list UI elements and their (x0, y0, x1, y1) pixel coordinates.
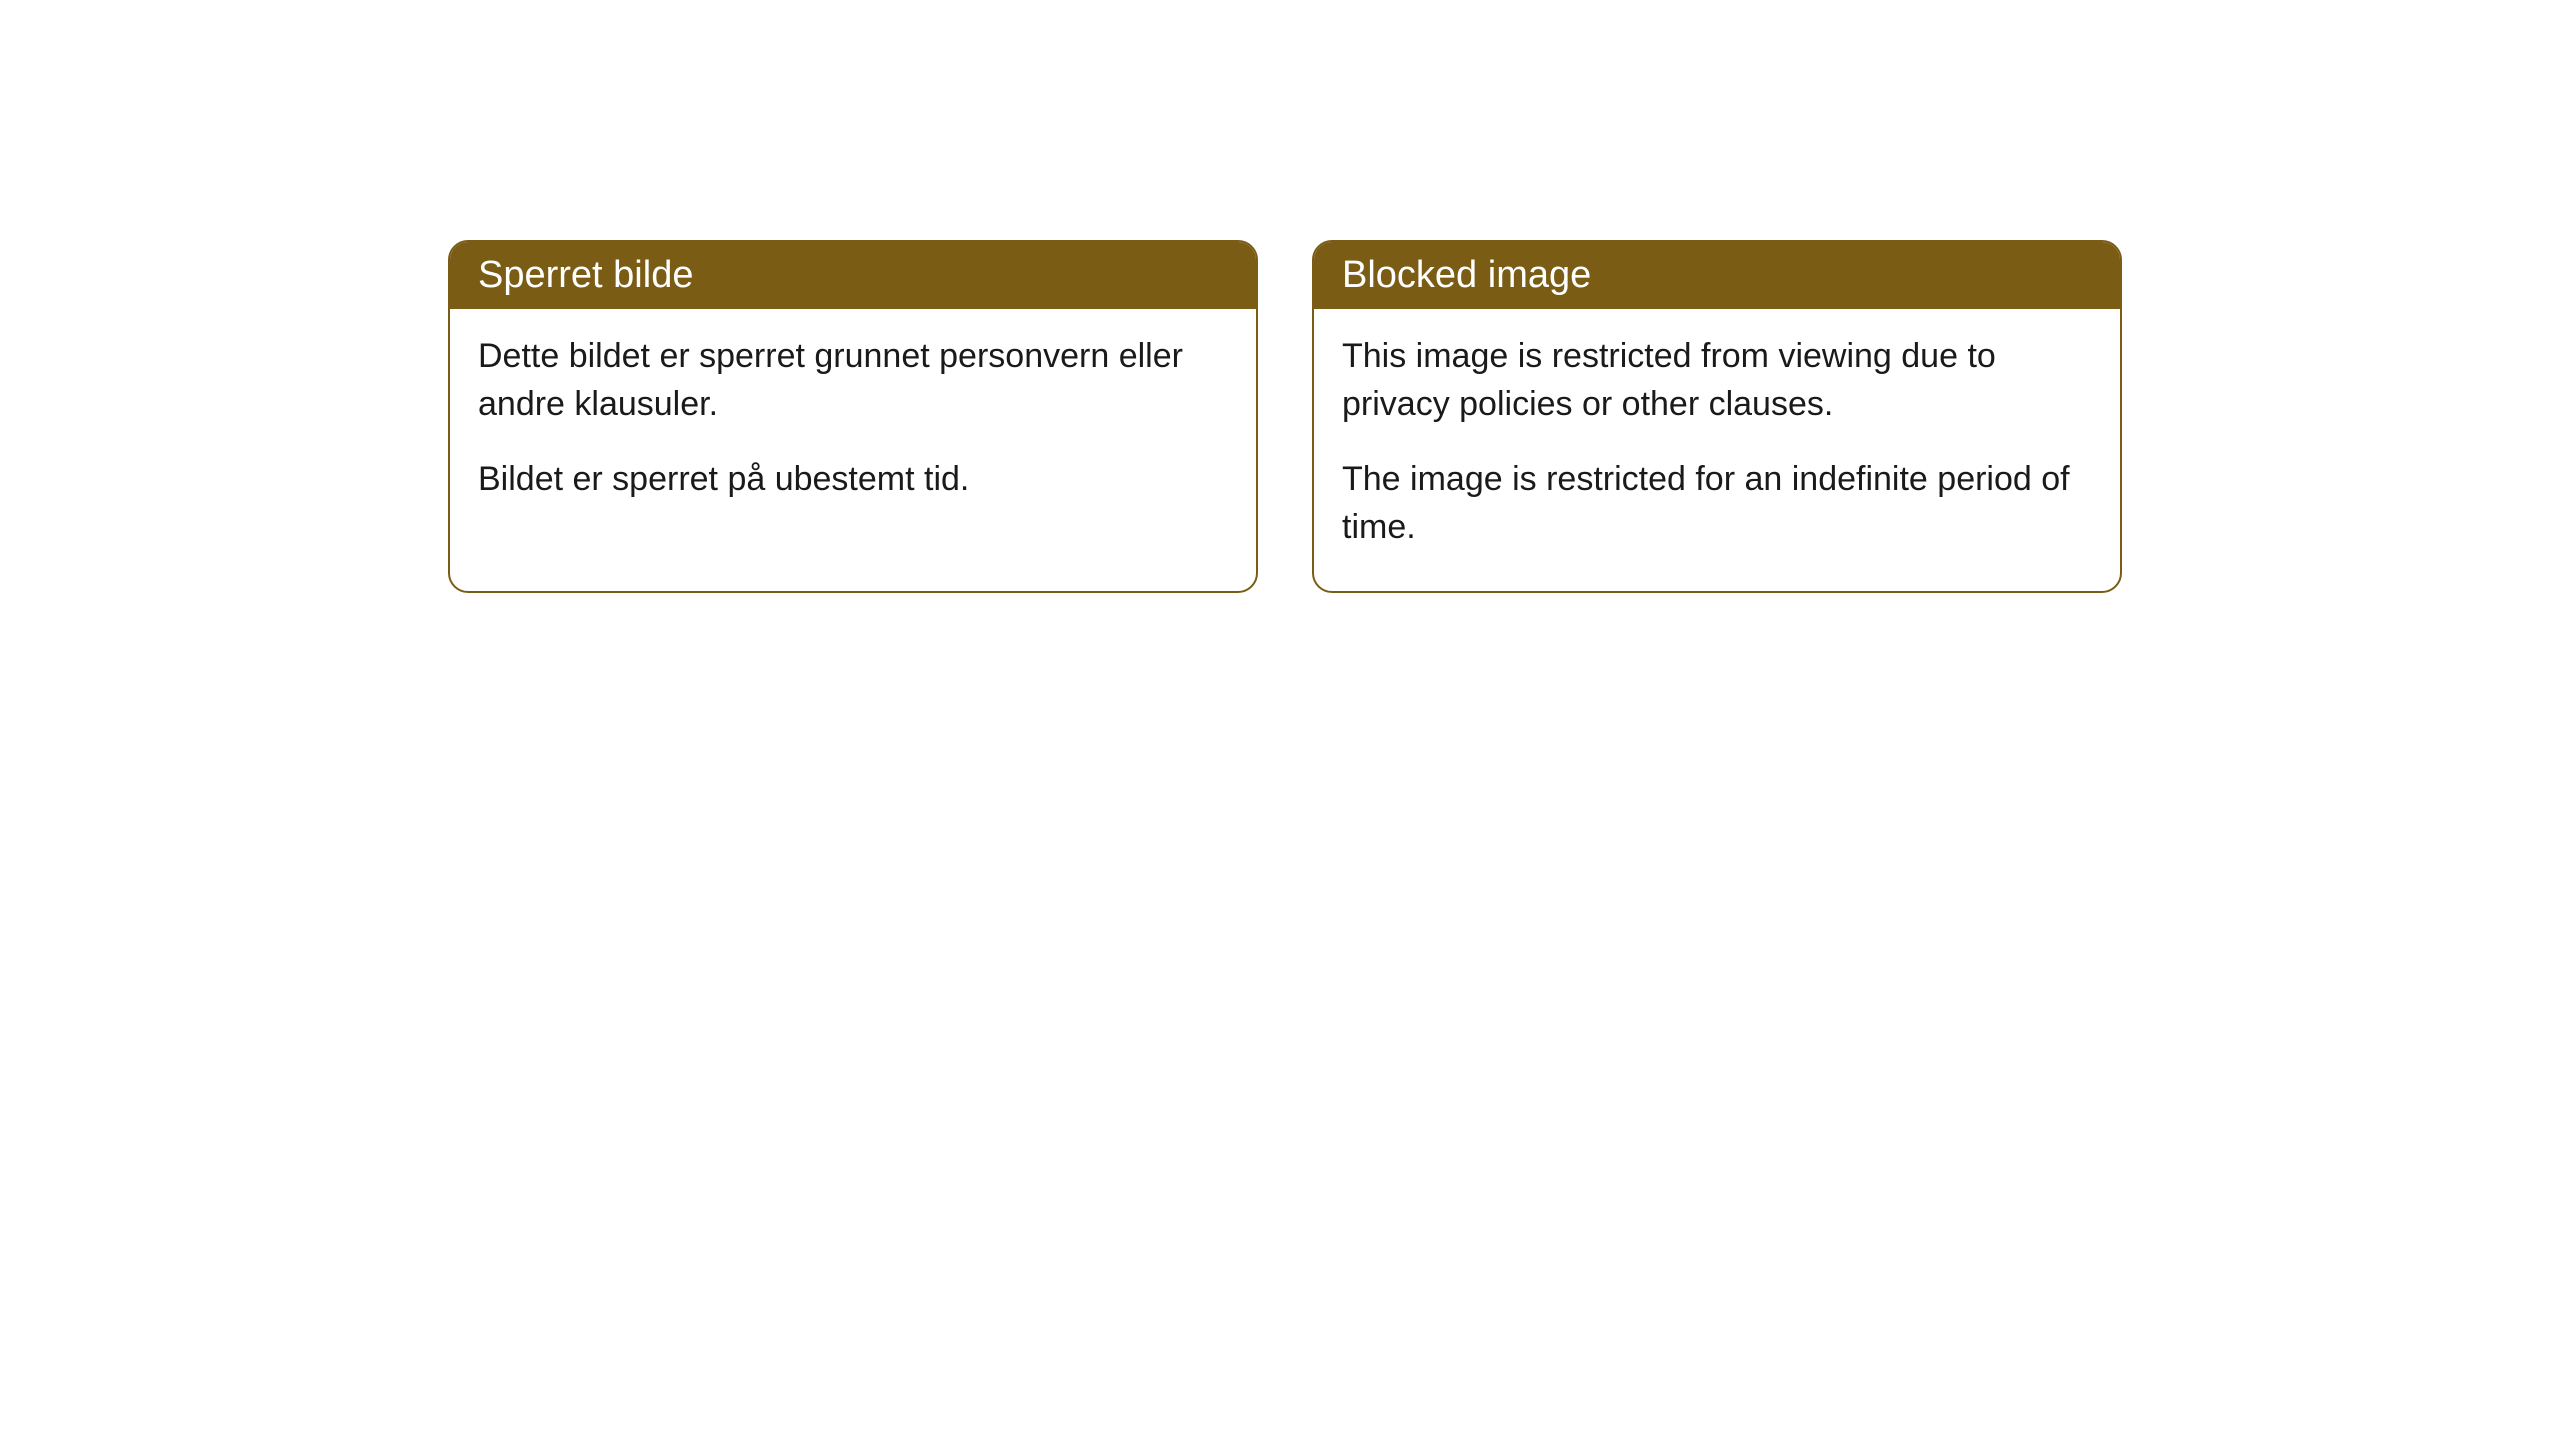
blocked-image-card-norwegian: Sperret bilde Dette bildet er sperret gr… (448, 240, 1258, 593)
blocked-image-cards: Sperret bilde Dette bildet er sperret gr… (448, 240, 2122, 593)
blocked-image-card-english: Blocked image This image is restricted f… (1312, 240, 2122, 593)
card-body-english: This image is restricted from viewing du… (1314, 309, 2120, 591)
card-paragraph: This image is restricted from viewing du… (1342, 333, 2092, 428)
card-paragraph: The image is restricted for an indefinit… (1342, 456, 2092, 551)
card-paragraph: Bildet er sperret på ubestemt tid. (478, 456, 1228, 504)
card-header-norwegian: Sperret bilde (450, 242, 1256, 309)
card-paragraph: Dette bildet er sperret grunnet personve… (478, 333, 1228, 428)
card-body-norwegian: Dette bildet er sperret grunnet personve… (450, 309, 1256, 544)
card-header-english: Blocked image (1314, 242, 2120, 309)
